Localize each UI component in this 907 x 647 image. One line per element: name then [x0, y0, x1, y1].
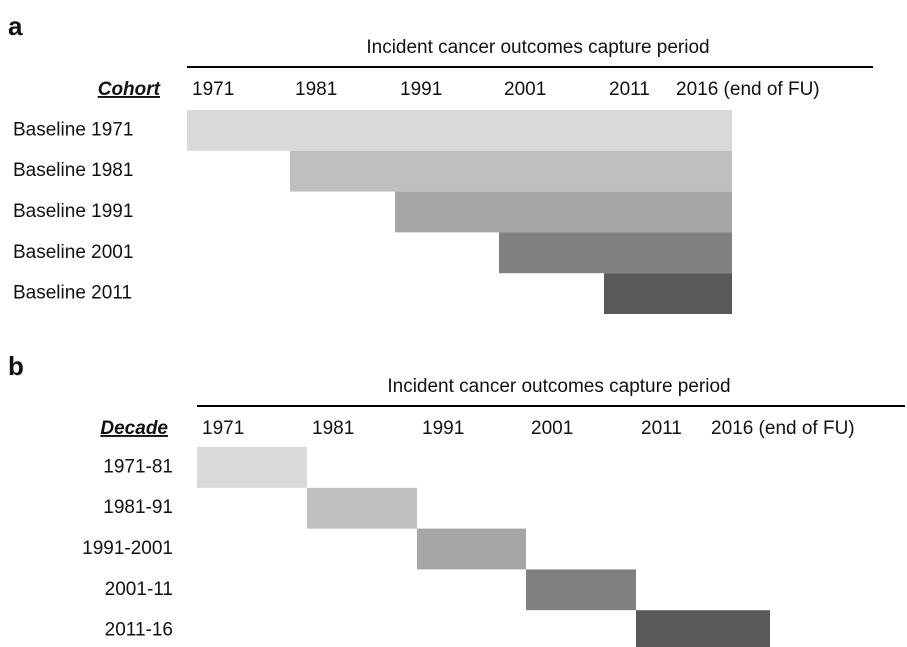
panel-header: Incident cancer outcomes capture period	[387, 376, 730, 397]
period-bar	[636, 610, 770, 647]
x-tick-label: 1981	[295, 79, 337, 100]
x-tick-label: 2001	[531, 418, 573, 439]
row-label: Baseline 1971	[13, 119, 133, 140]
x-tick-label: 1991	[422, 418, 464, 439]
row-label: 2011-16	[105, 620, 173, 641]
period-bar	[187, 110, 732, 151]
period-bar	[307, 487, 417, 529]
x-tick-label: 1971	[192, 79, 234, 100]
panel-letter: a	[8, 11, 23, 41]
row-label: 1971-81	[103, 456, 173, 477]
x-tick-label: 1971	[202, 418, 244, 439]
row-label: 1991-2001	[82, 538, 173, 559]
row-label: 2001-11	[105, 579, 173, 600]
row-label: Baseline 1981	[13, 160, 133, 181]
period-bar	[417, 528, 526, 570]
period-bar	[499, 232, 732, 274]
period-bar	[604, 273, 732, 314]
row-title: Decade	[100, 418, 168, 439]
x-tick-label: 2011	[641, 418, 682, 439]
row-label: Baseline 2001	[13, 242, 133, 263]
x-tick-label: 1981	[312, 418, 354, 439]
row-title: Cohort	[98, 79, 161, 100]
row-label: Baseline 1991	[13, 201, 133, 222]
period-bar	[526, 569, 636, 611]
x-tick-label: 2011	[609, 79, 650, 100]
period-bar	[290, 150, 732, 192]
x-tick-label: 2001	[504, 79, 546, 100]
period-bar	[197, 447, 307, 488]
x-tick-label: 2016 (end of FU)	[676, 79, 820, 100]
panel-header: Incident cancer outcomes capture period	[366, 37, 709, 58]
period-bar	[395, 191, 732, 233]
row-label: Baseline 2011	[13, 283, 132, 304]
x-tick-label: 2016 (end of FU)	[711, 418, 855, 439]
x-tick-label: 1991	[400, 79, 442, 100]
panel-letter: b	[8, 351, 24, 381]
row-label: 1981-91	[103, 497, 173, 518]
